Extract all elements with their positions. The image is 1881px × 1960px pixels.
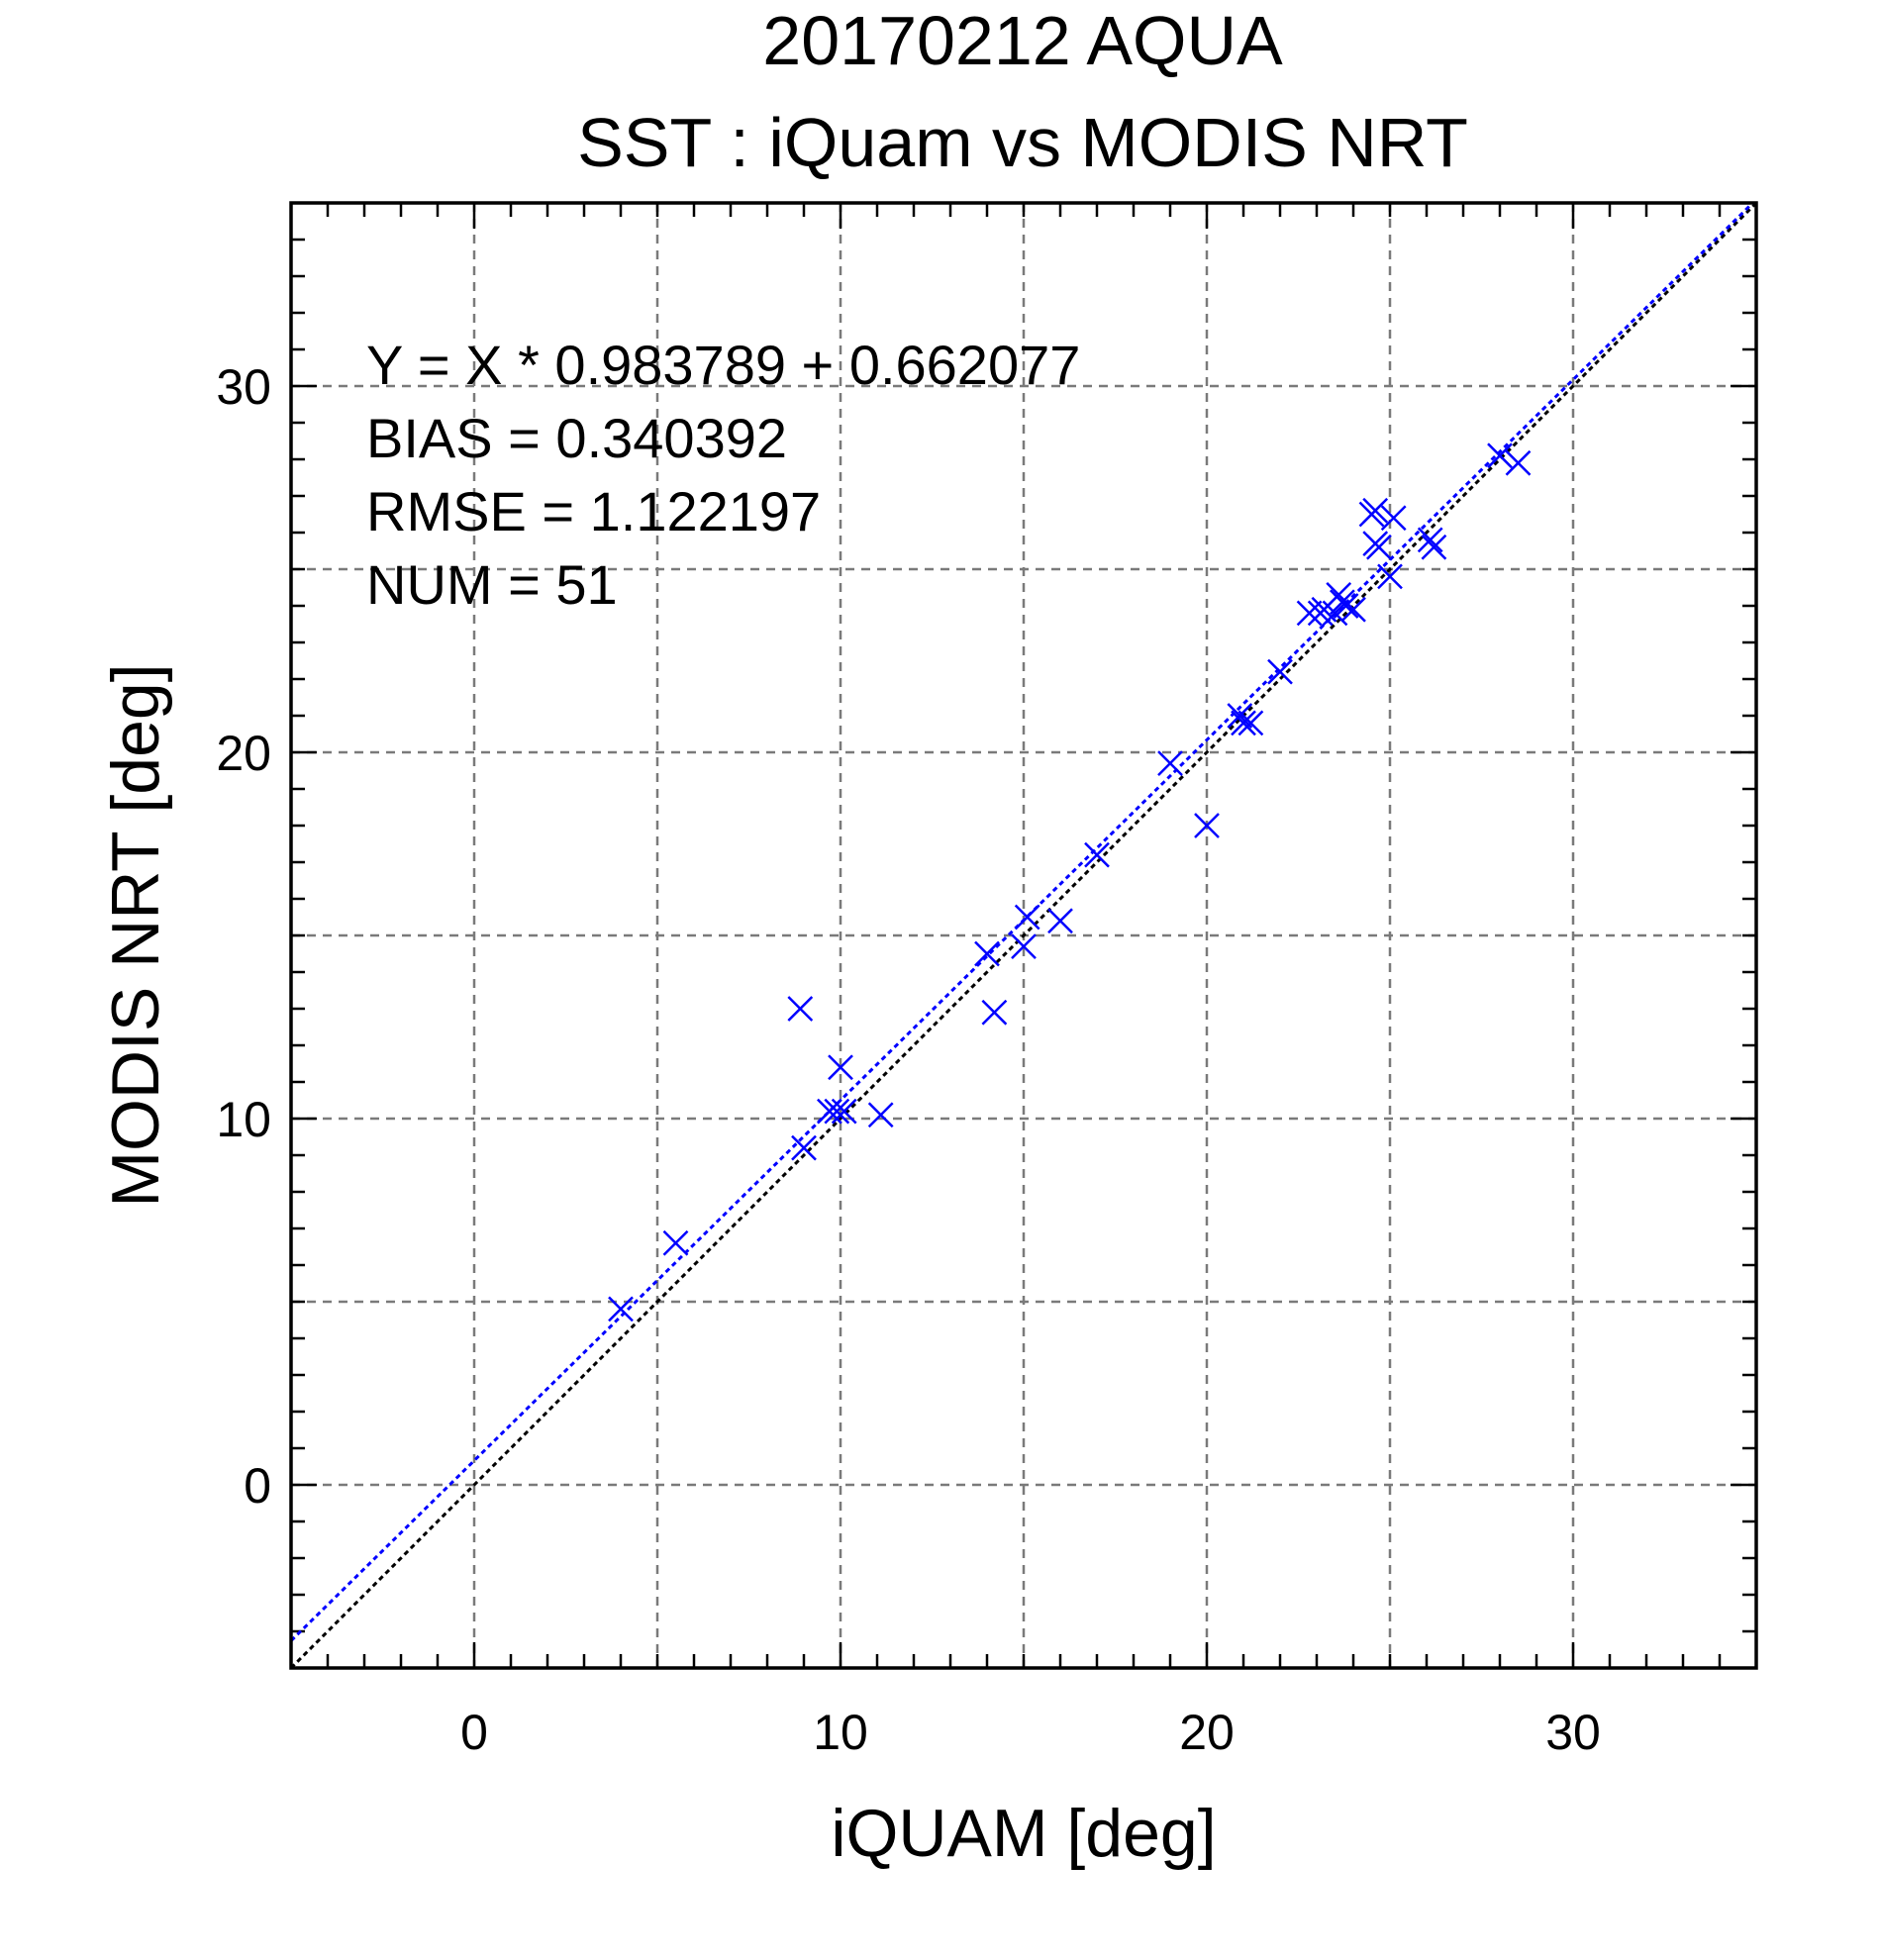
y-tick-labels: 0 10 20 30 (216, 359, 271, 1514)
data-point (1231, 710, 1256, 736)
data-point (1340, 596, 1366, 623)
fit-statistics: Y = X * 0.983789 + 0.662077 BIAS = 0.340… (366, 334, 1080, 616)
data-point (828, 1054, 853, 1081)
data-point (1014, 904, 1040, 931)
data-points (608, 442, 1532, 1323)
y-axis-label: MODIS NRT [deg] (98, 663, 173, 1207)
data-point (1296, 600, 1323, 627)
x-tick-label: 30 (1545, 1705, 1601, 1760)
grid (291, 203, 1756, 1668)
x-tick-label: 10 (813, 1705, 868, 1760)
data-point (1380, 505, 1407, 532)
data-point (1157, 750, 1183, 776)
y-tick-label: 20 (216, 726, 271, 781)
y-tick-label: 30 (216, 359, 271, 415)
data-point (1194, 813, 1220, 838)
data-point (974, 940, 1000, 967)
data-point (1084, 841, 1110, 868)
data-point (1362, 497, 1389, 524)
data-point (662, 1229, 689, 1256)
x-tick-labels: 0 10 20 30 (460, 1705, 1601, 1760)
chart-title-line-2: SST : iQuam vs MODIS NRT (577, 104, 1468, 181)
data-point (791, 1134, 817, 1161)
data-point (831, 1098, 857, 1125)
data-point (1421, 534, 1447, 560)
data-point (787, 996, 814, 1022)
x-tick-label: 0 (460, 1705, 488, 1760)
x-axis-label: iQUAM [deg] (831, 1796, 1216, 1871)
plot-frame (289, 201, 1758, 1670)
data-point (1047, 908, 1073, 934)
stat-num: NUM = 51 (366, 553, 618, 616)
data-point (608, 1296, 634, 1323)
data-point (1227, 703, 1253, 729)
data-point (1417, 527, 1443, 553)
data-point (1505, 449, 1532, 476)
stat-rmse: RMSE = 1.122197 (366, 480, 821, 542)
data-point (1267, 658, 1293, 685)
data-point (1366, 534, 1392, 560)
data-point (867, 1102, 894, 1128)
data-point (824, 1098, 850, 1125)
data-point (1487, 442, 1513, 469)
stat-bias: BIAS = 0.340392 (366, 407, 787, 469)
x-tick-label: 20 (1179, 1705, 1235, 1760)
y-tick-label: 0 (244, 1458, 271, 1514)
stat-fit-equation: Y = X * 0.983789 + 0.662077 (366, 334, 1080, 396)
data-point (1011, 933, 1037, 959)
data-point (1238, 710, 1264, 736)
identity-line (291, 203, 1756, 1668)
data-point (1377, 563, 1403, 590)
chart-title-line-1: 20170212 AQUA (762, 2, 1283, 79)
y-tick-label: 10 (216, 1092, 271, 1147)
data-point (981, 999, 1008, 1026)
data-point (1333, 593, 1359, 619)
